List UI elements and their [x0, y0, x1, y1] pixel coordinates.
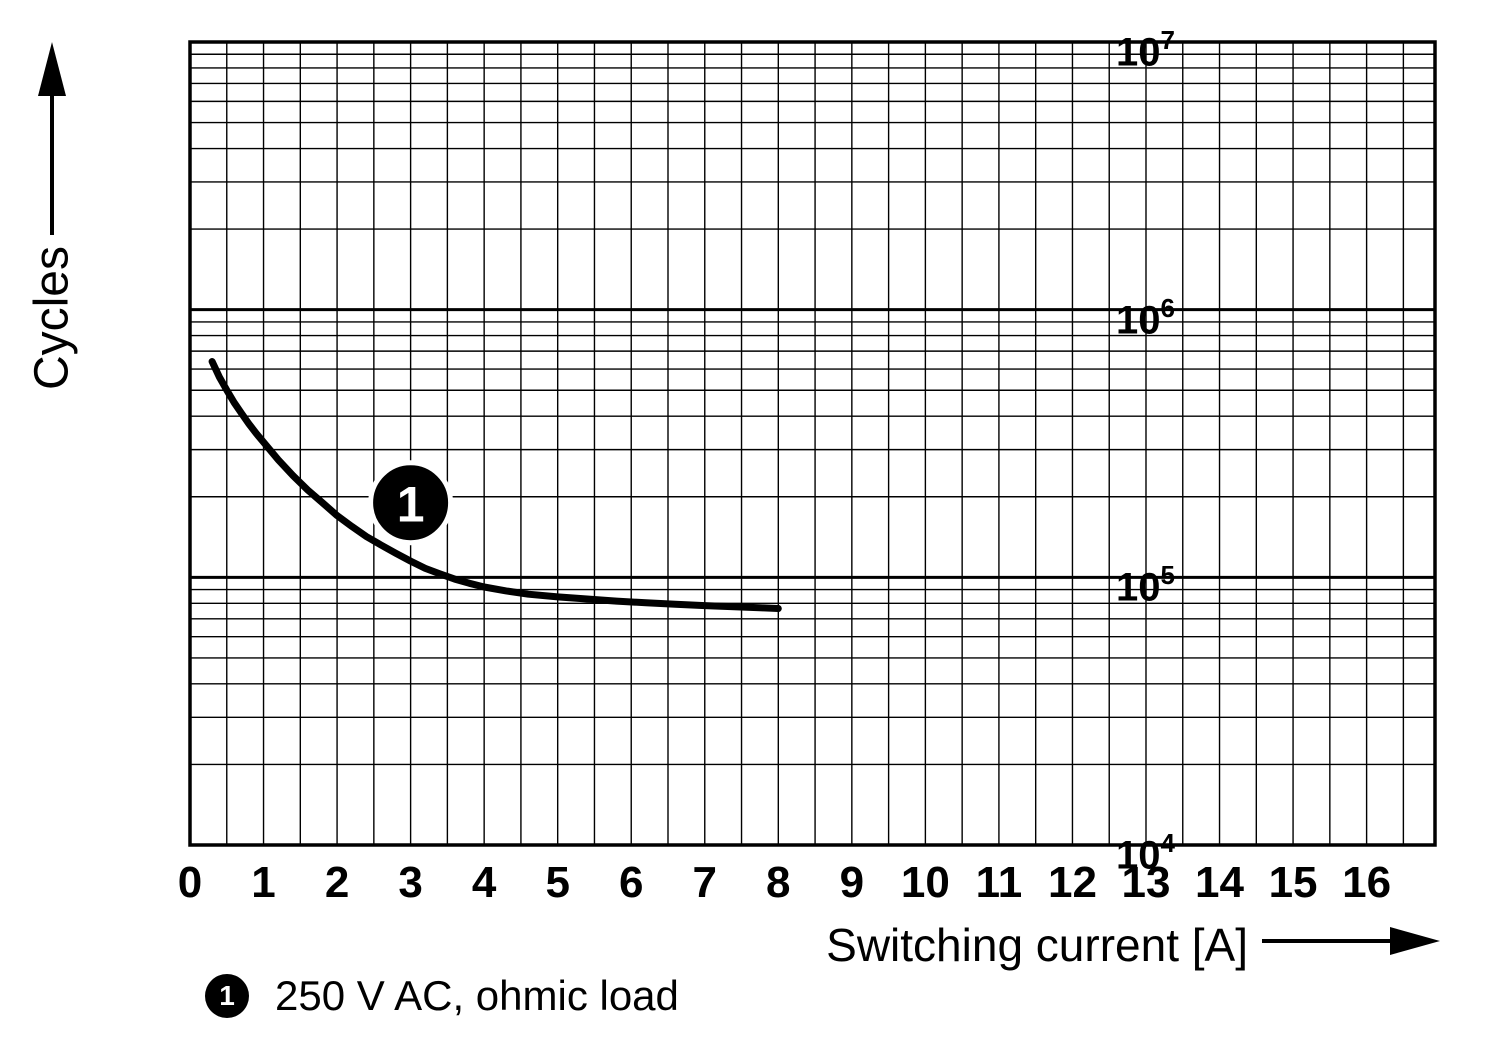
x-tick-label: 14: [1195, 858, 1245, 907]
x-tick-label: 13: [1121, 858, 1171, 907]
x-tick-label: 1: [251, 858, 276, 907]
x-axis-arrow: [1262, 927, 1440, 955]
svg-text:1: 1: [397, 477, 425, 533]
x-tick-label: 2: [324, 858, 350, 907]
x-tick-label: 3: [398, 858, 423, 907]
x-axis-label: Switching current [A]: [826, 919, 1248, 971]
legend: 1 250 V AC, ohmic load: [205, 972, 679, 1020]
x-tick-label: 5: [545, 858, 570, 907]
x-tick-label: 4: [471, 858, 497, 907]
x-tick-label: 12: [1047, 858, 1097, 907]
x-tick-label: 0: [177, 858, 203, 907]
legend-curve1-label: 250 V AC, ohmic load: [275, 972, 679, 1019]
plot-frame: [188, 40, 1437, 847]
x-tick-label: 11: [975, 858, 1023, 907]
x-tick-label: 6: [618, 858, 644, 907]
gridlines-minor: [190, 42, 1435, 845]
x-tick-label: 7: [692, 858, 718, 907]
y-axis-arrow: [38, 42, 66, 235]
y-tick-label: 106: [1116, 292, 1175, 342]
x-tick-label: 9: [839, 858, 865, 907]
x-tick-label: 10: [900, 858, 950, 907]
legend-curve1-marker: 1: [205, 974, 249, 1018]
x-tick-label: 15: [1268, 858, 1318, 907]
x-tick-label: 8: [766, 858, 791, 907]
y-axis-label: Cycles: [25, 245, 79, 391]
x-tick-label: 16: [1342, 858, 1392, 907]
y-tick-label: 104: [1116, 828, 1175, 878]
series-curve: [208, 358, 782, 612]
y-tick-label: 107: [1116, 25, 1175, 75]
y-tick-label: 105: [1116, 560, 1175, 610]
curve-marker: 1: [368, 460, 454, 546]
